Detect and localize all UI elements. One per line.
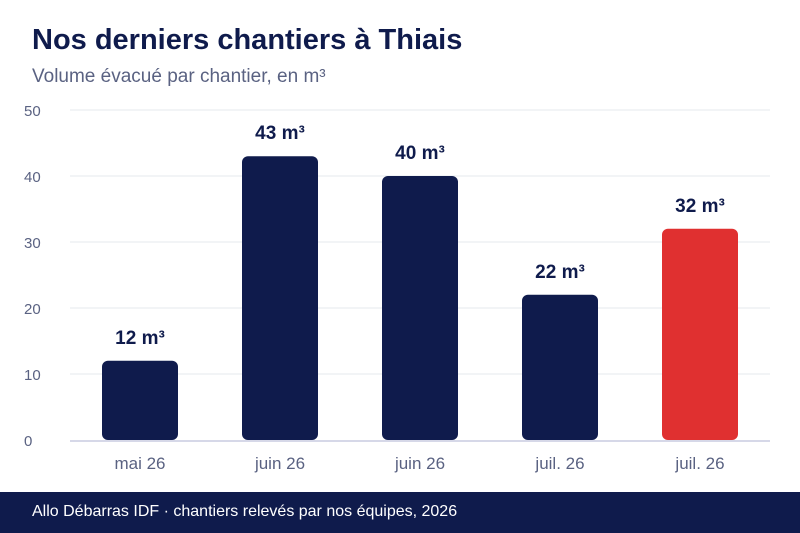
bar (662, 228, 738, 440)
x-tick-label: juil. 26 (534, 454, 584, 473)
x-tick-label: juin 26 (394, 454, 445, 473)
data-label: 43 m³ (255, 123, 305, 144)
data-labels: 12 m³ 43 m³ 40 m³ 22 m³ 32 m³ (115, 123, 725, 349)
x-axis-ticks: mai 26 juin 26 juin 26 juil. 26 juil. 26 (114, 454, 724, 473)
x-tick-label: mai 26 (114, 454, 165, 473)
footer-bar: Allo Débarras IDF · chantiers relevés pa… (0, 492, 800, 533)
data-label: 32 m³ (675, 196, 725, 217)
data-label: 12 m³ (115, 328, 165, 349)
y-tick-label: 10 (24, 367, 41, 384)
footer-text: Allo Débarras IDF · chantiers relevés pa… (32, 503, 458, 520)
y-tick-label: 0 (24, 433, 32, 450)
chart-title: Nos derniers chantiers à Thiais (32, 24, 463, 56)
x-tick-label: juil. 26 (674, 454, 724, 473)
data-label: 40 m³ (395, 143, 445, 164)
bar (242, 156, 318, 440)
y-axis-ticks: 0 10 20 30 40 50 (24, 103, 41, 450)
chart-subtitle: Volume évacué par chantier, en m³ (32, 66, 326, 87)
data-label: 22 m³ (535, 262, 585, 283)
y-tick-label: 50 (24, 103, 41, 120)
x-tick-label: juin 26 (254, 454, 305, 473)
bar (522, 294, 598, 440)
bar (382, 176, 458, 440)
bars (102, 156, 738, 440)
y-tick-label: 40 (24, 169, 41, 186)
bar-chart: 0 10 20 30 40 50 12 m³ 43 m³ 40 m³ 22 m³ 32 m³ ma… (24, 103, 770, 473)
y-tick-label: 20 (24, 301, 41, 318)
bar (102, 360, 178, 440)
y-tick-label: 30 (24, 235, 41, 252)
